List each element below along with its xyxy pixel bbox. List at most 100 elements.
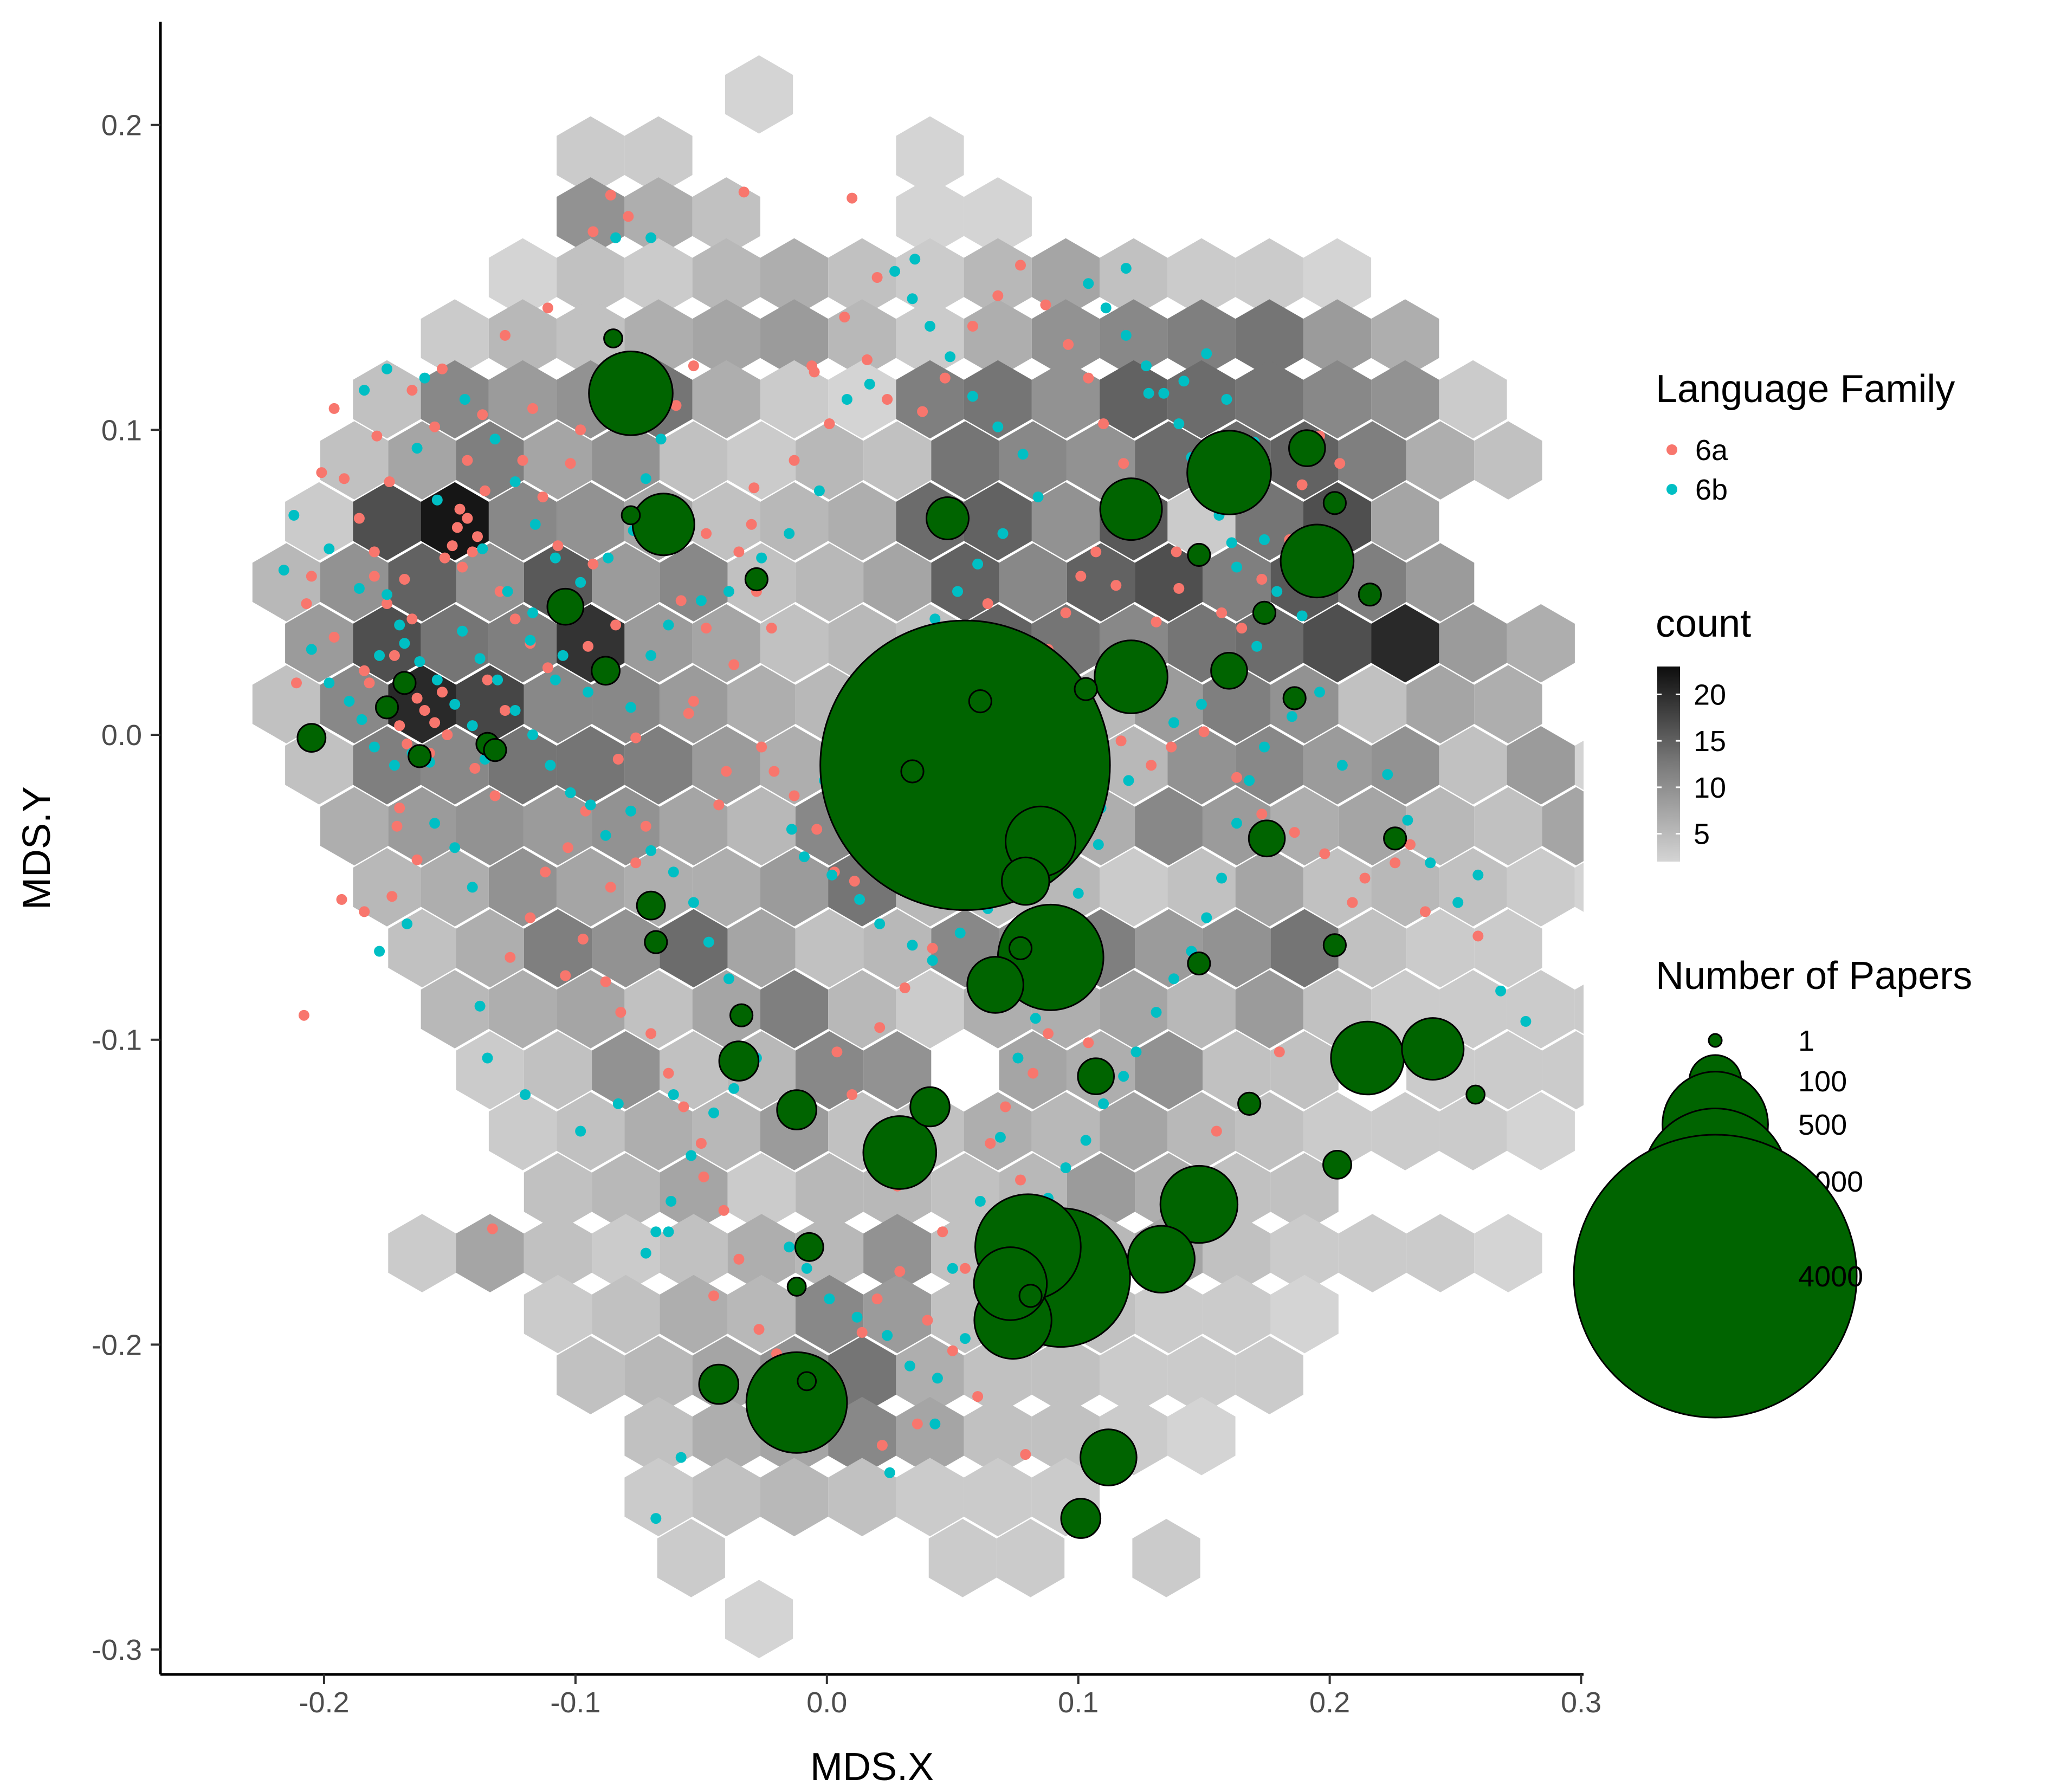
language-point-6a <box>542 302 553 314</box>
language-point-6b <box>904 1360 915 1372</box>
language-point-6b <box>431 494 443 506</box>
hexbin-cell <box>863 543 932 622</box>
language-point-6a <box>469 762 481 774</box>
language-point-6b <box>1098 1098 1109 1109</box>
paper-count-point <box>1094 639 1168 714</box>
language-point-6b <box>1472 869 1484 881</box>
language-point-6a <box>600 976 611 987</box>
paper-count-point <box>797 1371 817 1392</box>
hexbin-cell <box>725 1580 793 1659</box>
language-point-6b <box>997 528 1009 539</box>
paper-count-point <box>1401 1017 1465 1081</box>
language-point-6b <box>399 638 410 649</box>
language-point-6b <box>509 705 521 716</box>
y-tick-label: 0.2 <box>101 109 142 142</box>
paper-count-point <box>644 930 668 954</box>
axes: -0.2 -0.1 0.0 0.1 0.2 0.3 0.20.10.0-0.1-0.2-0… <box>15 22 1601 1789</box>
paper-count-point <box>729 1003 754 1027</box>
language-point-6b <box>686 1150 697 1161</box>
language-point-6b <box>959 1333 971 1344</box>
count-legend: count 20 15 10 5 <box>1656 602 1751 862</box>
language-point-6b <box>575 1125 586 1137</box>
language-family-legend-title: Language Family <box>1656 367 1955 411</box>
paper-count-point <box>786 1277 807 1297</box>
language-point-6a <box>402 738 413 749</box>
language-point-6b <box>557 650 568 661</box>
paper-count-point <box>1248 819 1286 858</box>
language-point-6a <box>1063 339 1074 350</box>
language-point-6a <box>967 321 978 332</box>
language-point-6b <box>382 363 392 374</box>
language-point-6b <box>324 677 335 689</box>
hexbin-cell <box>1167 726 1236 805</box>
language-point-6a <box>505 952 516 963</box>
hexbin-cell <box>488 299 557 378</box>
language-point-6a <box>419 705 430 716</box>
language-point-6a <box>871 1293 883 1304</box>
hexbin-cell <box>1406 787 1475 866</box>
y-axis-title: MDS.Y <box>15 786 59 910</box>
hexbin-cell <box>1132 1519 1200 1597</box>
language-point-6a <box>394 803 405 813</box>
language-point-6b <box>1073 888 1084 899</box>
hexbin-cell <box>795 543 864 622</box>
hexbin-cell <box>692 1458 760 1537</box>
language-point-6b <box>1012 1052 1024 1064</box>
hexbin-cell <box>421 604 489 683</box>
language-point-6b <box>474 1000 486 1012</box>
hexbin-cell <box>795 421 864 500</box>
language-point-6a <box>663 1068 674 1079</box>
hexbin-cell <box>727 421 796 500</box>
hexbin-cell <box>1371 360 1439 439</box>
language-point-6a <box>369 571 380 582</box>
language-point-6b <box>459 394 470 405</box>
language-point-6b <box>489 434 501 445</box>
y-tick-label: -0.1 <box>92 1024 142 1057</box>
language-point-6a <box>1405 839 1416 850</box>
language-point-6b <box>374 650 385 661</box>
hexbin-cell <box>1439 604 1507 683</box>
language-point-6b <box>625 805 636 817</box>
language-point-6b <box>909 254 921 265</box>
language-point-6a <box>678 1101 689 1112</box>
hexbin-cell <box>660 421 728 500</box>
language-point-6a <box>733 1253 745 1265</box>
hexbin-cell <box>320 421 389 500</box>
language-point-6a <box>718 1205 729 1216</box>
language-point-6b <box>525 635 536 646</box>
language-point-6a <box>612 754 624 765</box>
hexbin-cell <box>456 909 524 988</box>
language-point-6a <box>1289 827 1300 838</box>
language-point-6a <box>972 1391 984 1402</box>
language-point-6b <box>645 232 657 243</box>
language-point-6a <box>959 1263 971 1274</box>
hexbin-cell <box>1167 238 1236 317</box>
hexbin-cell <box>1235 970 1303 1049</box>
hexbin-cell <box>964 1396 1032 1476</box>
count-legend-tick-label: 5 <box>1694 818 1710 851</box>
language-point-6b <box>603 552 614 564</box>
language-point-6a <box>912 1418 923 1429</box>
language-point-6b <box>1093 839 1104 850</box>
language-point-6b <box>492 674 503 685</box>
language-point-6a <box>371 430 383 442</box>
hexbin-cell <box>964 299 1032 378</box>
hexbin-cell <box>456 1031 524 1110</box>
hexbin-cell <box>1574 862 1584 912</box>
language-point-6b <box>520 1089 531 1100</box>
hexbin-cell <box>1542 787 1584 866</box>
hexbin-cell <box>692 726 760 805</box>
language-point-6a <box>384 476 395 487</box>
language-point-6a <box>451 522 463 533</box>
hexbin-cell <box>1135 787 1203 866</box>
hexbin-cell <box>1406 421 1475 500</box>
hexbin-cell <box>1235 848 1303 927</box>
hexbin-cell <box>1067 421 1135 500</box>
language-point-6b <box>666 1195 677 1207</box>
hexbin-cell <box>1270 1275 1339 1354</box>
language-point-6b <box>854 894 865 905</box>
language-point-6a <box>1015 1174 1026 1186</box>
